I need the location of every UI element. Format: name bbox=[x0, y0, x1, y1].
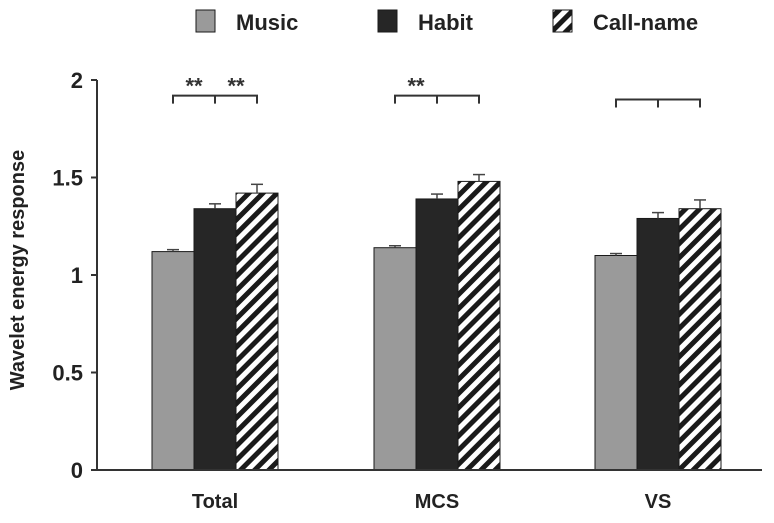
bar-music-mcs bbox=[373, 247, 417, 471]
y-axis-title: Wavelet energy response bbox=[7, 150, 29, 390]
bar-music-total bbox=[151, 251, 195, 471]
significance-bracket-total bbox=[172, 94, 258, 104]
significance-brackets: ** ** ** bbox=[172, 74, 701, 108]
bar-habit-mcs bbox=[415, 198, 459, 471]
legend-swatch-call-name bbox=[552, 9, 573, 33]
y-tick-label: 0 bbox=[71, 458, 83, 483]
y-tick-label: 1 bbox=[71, 263, 83, 288]
significance-bracket-mcs bbox=[394, 94, 480, 104]
bar-call-name-vs bbox=[678, 208, 722, 471]
error-bars bbox=[167, 173, 706, 256]
category-label-vs: VS bbox=[645, 491, 672, 513]
significance-bracket-vs bbox=[615, 98, 701, 108]
legend-label-music: Music bbox=[236, 10, 298, 35]
legend-swatch-habit bbox=[377, 9, 398, 33]
y-tick-label: 0.5 bbox=[52, 361, 83, 386]
legend-label-call-name: Call-name bbox=[593, 10, 698, 35]
legend: Music Habit Call-name bbox=[195, 9, 698, 35]
bar-call-name-mcs bbox=[457, 180, 501, 471]
significance-label: ** bbox=[407, 74, 425, 99]
significance-label: ** bbox=[185, 74, 203, 99]
legend-swatch-music bbox=[195, 9, 216, 33]
bar-call-name-total bbox=[235, 192, 279, 471]
y-tick-label: 2 bbox=[71, 68, 83, 93]
category-label-total: Total bbox=[192, 491, 238, 513]
significance-label: ** bbox=[227, 74, 245, 99]
bar-music-vs bbox=[594, 255, 638, 471]
bar-habit-vs bbox=[636, 217, 680, 471]
y-axis-ticks: 0 0.5 1 1.5 2 bbox=[52, 68, 97, 483]
category-labels: Total MCS VS bbox=[192, 491, 671, 513]
category-label-mcs: MCS bbox=[415, 491, 459, 513]
y-tick-label: 1.5 bbox=[52, 166, 83, 191]
legend-label-habit: Habit bbox=[418, 10, 474, 35]
bars bbox=[151, 180, 722, 471]
bar-habit-total bbox=[193, 208, 237, 471]
